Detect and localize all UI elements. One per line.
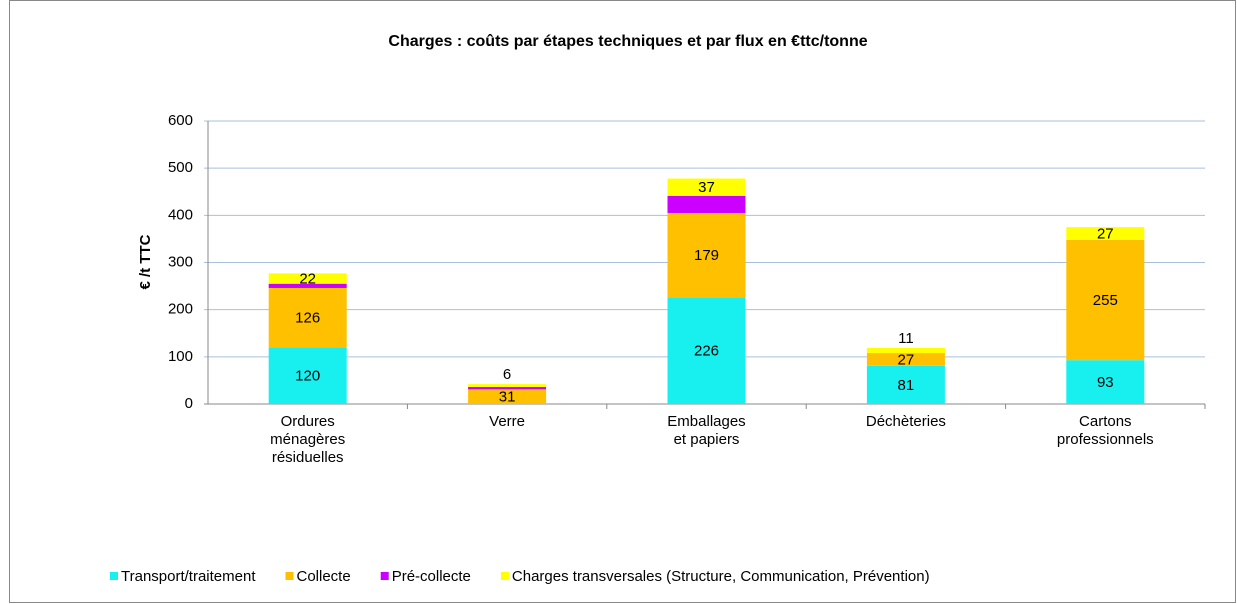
data-label: 11 bbox=[898, 330, 914, 347]
data-label: 6 bbox=[503, 366, 511, 383]
data-label: 255 bbox=[1093, 292, 1118, 309]
legend-label: Collecte bbox=[297, 568, 351, 585]
data-label: 31 bbox=[499, 389, 516, 406]
x-tick-label: Déchèteries bbox=[866, 413, 946, 430]
chart-frame bbox=[9, 0, 1236, 603]
legend-label: Pré-collecte bbox=[392, 568, 471, 585]
data-label: 120 bbox=[295, 368, 320, 385]
data-label: 93 bbox=[1097, 374, 1114, 391]
x-tick-label-line: résiduelles bbox=[272, 449, 344, 466]
y-tick-label: 400 bbox=[168, 206, 193, 223]
x-tick-label: Ordures ménagères résiduelles bbox=[270, 413, 345, 466]
x-tick-label: Cartons professionnels bbox=[1057, 413, 1154, 448]
bar-segment bbox=[468, 389, 547, 404]
bar-segment bbox=[866, 365, 945, 404]
x-tick-label-line: Verre bbox=[489, 413, 525, 430]
bar-segment bbox=[268, 287, 347, 348]
x-tick-label-line: et papiers bbox=[674, 431, 740, 448]
data-label: 81 bbox=[898, 377, 915, 394]
bar-segment bbox=[866, 347, 945, 354]
legend-label: Charges transversales (Structure, Commun… bbox=[512, 568, 930, 585]
legend-swatch bbox=[285, 572, 294, 580]
x-tick-label: Verre bbox=[489, 413, 525, 430]
data-label: 27 bbox=[898, 351, 915, 368]
bar-segment bbox=[268, 283, 347, 288]
data-label: 126 bbox=[295, 310, 320, 327]
bar-segment bbox=[866, 353, 945, 366]
y-axis-label: € /t TTC bbox=[137, 234, 154, 289]
x-tick-label-line: ménagères bbox=[270, 431, 345, 448]
legend-swatch bbox=[380, 572, 389, 580]
bar-segment bbox=[1066, 360, 1145, 404]
bar-segment bbox=[667, 195, 746, 213]
legend-swatch bbox=[110, 572, 118, 580]
bar-segment bbox=[468, 384, 547, 388]
bar-segment bbox=[667, 212, 746, 298]
bar-segment bbox=[1066, 239, 1145, 361]
data-label: 37 bbox=[698, 179, 715, 196]
data-label: 27 bbox=[1097, 225, 1114, 242]
x-tick-label-line: Emballages bbox=[667, 413, 745, 430]
bar-segment bbox=[468, 387, 547, 390]
data-label: 226 bbox=[694, 343, 719, 360]
bar-segment bbox=[268, 273, 347, 284]
bar-segment bbox=[667, 178, 746, 196]
x-tick-label-line: professionnels bbox=[1057, 431, 1154, 448]
legend-label: Transport/traitement bbox=[121, 568, 256, 585]
legend-swatch bbox=[500, 572, 509, 580]
bar-segment bbox=[667, 297, 746, 404]
y-tick-label: 100 bbox=[168, 348, 193, 365]
y-tick-label: 600 bbox=[168, 112, 193, 129]
y-tick-label: 200 bbox=[168, 301, 193, 318]
bar-segment bbox=[1066, 227, 1145, 240]
y-tick-label: 300 bbox=[168, 253, 193, 270]
data-label: 22 bbox=[299, 271, 316, 288]
y-tick-label: 500 bbox=[168, 159, 193, 176]
x-tick-label: Emballages et papiers bbox=[667, 413, 745, 448]
x-tick-label-line: Déchèteries bbox=[866, 413, 946, 430]
x-tick-label-line: Ordures bbox=[281, 413, 335, 430]
y-tick-label: 0 bbox=[185, 395, 193, 412]
bar-segment bbox=[268, 347, 347, 404]
chart-title: Charges : coûts par étapes techniques et… bbox=[388, 33, 867, 50]
data-label: 179 bbox=[694, 247, 719, 264]
x-tick-label-line: Cartons bbox=[1079, 413, 1132, 430]
